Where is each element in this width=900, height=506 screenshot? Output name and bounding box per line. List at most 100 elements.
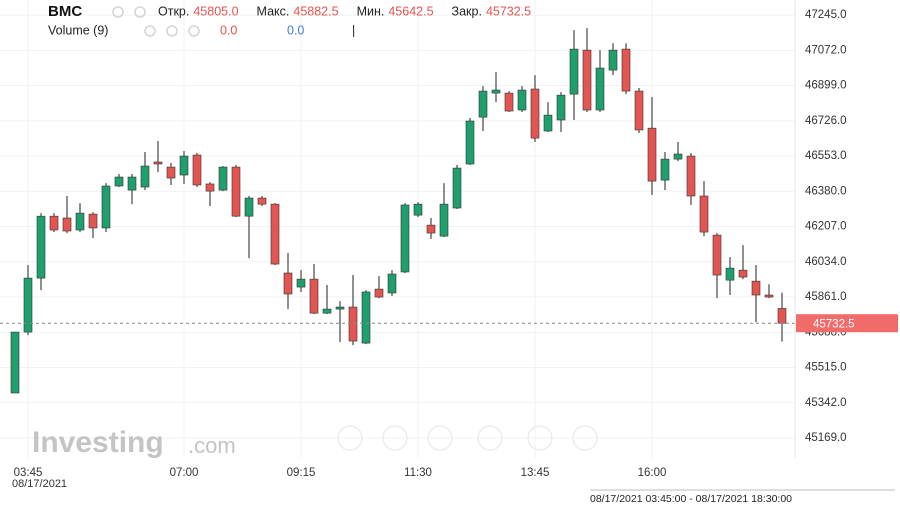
candle-body [517, 89, 527, 111]
candle-body [725, 267, 735, 281]
candle-body [426, 224, 436, 234]
candle-body [686, 155, 696, 197]
candle-body [738, 269, 748, 278]
icon [188, 25, 200, 37]
x-tick-label: 11:30 [404, 467, 432, 479]
candle-body [712, 234, 722, 276]
candle-body [504, 92, 514, 112]
volume-value: 0.0 [287, 23, 304, 37]
y-tick-label: 46553.0 [805, 150, 847, 162]
watermark-name: Investing [32, 426, 164, 459]
y-tick-label: 45515.0 [805, 362, 847, 374]
candle-body [621, 48, 631, 92]
candle-body [36, 215, 46, 279]
range-label: 08/17/2021 03:45:00 - 08/17/2021 18:30:0… [590, 493, 792, 505]
candle-body [751, 280, 761, 296]
volume-separator: | [352, 23, 355, 37]
candle-body [205, 183, 215, 192]
ohlc-label: Макс. [257, 4, 290, 18]
candle-body [478, 90, 488, 118]
y-tick-label: 45342.0 [805, 397, 847, 409]
candle-body [400, 204, 410, 273]
y-tick-label: 47072.0 [805, 44, 847, 56]
control-button [527, 425, 553, 451]
candle-body [452, 167, 462, 209]
candle-body [530, 88, 540, 139]
candle-body [361, 291, 371, 344]
y-tick-label: 46899.0 [805, 80, 847, 92]
candle-body [582, 49, 592, 111]
ohlc-value: 45805.0 [193, 4, 238, 18]
x-tick-label: 09:15 [287, 467, 316, 479]
candle-body [75, 212, 85, 231]
control-button [572, 425, 598, 451]
candle-body [322, 308, 332, 314]
candle-body [88, 213, 98, 229]
x-tick-label: 16:00 [638, 467, 667, 479]
y-tick-label: 45169.0 [805, 432, 847, 444]
candle-body [413, 203, 423, 216]
candle-body [660, 158, 670, 181]
playback-controls [337, 425, 598, 451]
candle-body [465, 120, 475, 165]
candle-body [153, 161, 163, 165]
candle-body [309, 278, 319, 314]
candle-body [257, 197, 267, 205]
candle-body [49, 215, 59, 231]
icon [134, 6, 146, 18]
volume-label: Volume (9) [48, 23, 108, 37]
icon [166, 25, 178, 37]
y-tick-label: 47245.0 [805, 9, 847, 21]
candle-body [23, 277, 33, 333]
symbol: BMC [48, 3, 82, 20]
control-button [382, 425, 408, 451]
candle-body [270, 203, 280, 265]
candle-body [647, 127, 657, 182]
candle-body [231, 166, 241, 217]
icon [112, 6, 124, 18]
candle-body [218, 166, 228, 191]
x-date-label: 08/17/2021 [12, 478, 67, 490]
control-button [337, 425, 363, 451]
candle-body [192, 154, 202, 186]
watermark: Investing .com [32, 425, 598, 459]
candle-body [101, 185, 111, 229]
candle-body [179, 155, 189, 176]
grid [0, 0, 795, 458]
last-price-tag [796, 314, 898, 333]
y-tick-label: 46034.0 [805, 256, 847, 268]
last-price-label: 45732.5 [813, 318, 855, 330]
x-tick-label: 03:45 [14, 467, 43, 479]
watermark-suffix: .com [188, 433, 236, 458]
ohlc-value: 45732.5 [486, 4, 531, 18]
candle-body [296, 278, 306, 288]
candle-body [387, 273, 397, 294]
x-tick-label: 07:00 [170, 467, 199, 479]
candle-body [491, 89, 501, 94]
candle-body [569, 48, 579, 95]
candle-body [62, 217, 72, 232]
candle-body [699, 195, 709, 233]
control-button [427, 425, 453, 451]
ohlc-value: 45882.5 [293, 4, 338, 18]
candle-body [439, 203, 449, 237]
candle-body [166, 166, 176, 179]
icon [144, 25, 156, 37]
candle-body [140, 165, 150, 188]
candle-body [595, 67, 605, 111]
candle-body [777, 308, 787, 324]
candles [0, 28, 795, 394]
candle-body [608, 49, 618, 71]
candle-body [673, 153, 683, 160]
header: BMC Volume (9) 0.0 0.0 | Откр. 45805.0 Мак… [48, 3, 531, 37]
candle-body [556, 94, 566, 121]
ohlc-label: Откр. [158, 4, 189, 18]
ohlc-label: Закр. [452, 4, 482, 18]
candle-body [127, 176, 137, 191]
candle-body [348, 306, 358, 342]
candle-body [764, 294, 774, 298]
y-tick-label: 46380.0 [805, 185, 847, 197]
y-tick-label: 46726.0 [805, 115, 847, 127]
